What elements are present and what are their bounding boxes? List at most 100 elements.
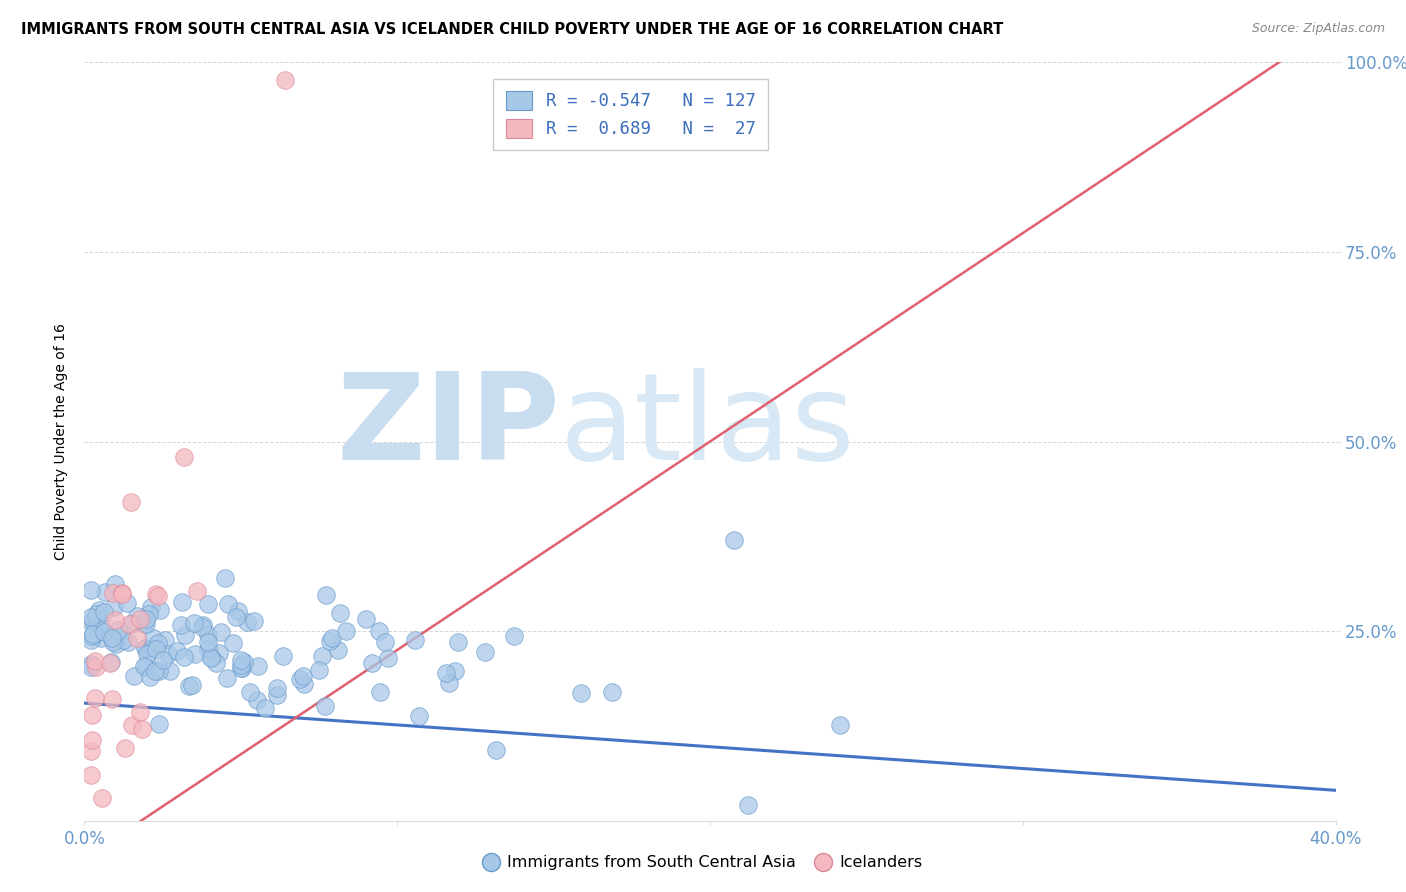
Point <box>104 577 127 591</box>
Point <box>367 624 389 639</box>
Point <box>80 633 103 648</box>
Point <box>503 629 526 643</box>
Point <box>84 660 107 674</box>
Point <box>132 617 155 632</box>
Point <box>120 495 142 509</box>
Point <box>374 635 396 649</box>
Point <box>474 645 496 659</box>
Point <box>200 650 222 665</box>
Point <box>197 642 219 657</box>
Point <box>82 627 104 641</box>
Point <box>121 718 143 732</box>
Point <box>111 632 134 647</box>
Point <box>131 722 153 736</box>
Point <box>149 603 172 617</box>
Point <box>156 647 179 661</box>
Point <box>111 587 134 601</box>
Point <box>79 657 101 671</box>
Point <box>377 650 399 665</box>
Point <box>191 620 214 634</box>
Point <box>86 607 108 622</box>
Point <box>138 607 160 622</box>
Point <box>172 595 194 609</box>
Point <box>436 665 458 680</box>
Point <box>135 641 157 656</box>
Point <box>101 586 124 600</box>
Point <box>79 582 101 597</box>
Point <box>294 677 316 691</box>
Point <box>361 656 384 670</box>
Point <box>79 768 101 782</box>
Point <box>139 670 162 684</box>
Point <box>239 685 262 699</box>
Point <box>105 637 128 651</box>
Point <box>233 655 256 669</box>
Point <box>143 664 166 678</box>
Point <box>404 633 426 648</box>
Point <box>87 603 110 617</box>
Point <box>184 647 207 661</box>
Point <box>135 659 157 673</box>
Point <box>200 649 222 664</box>
Point <box>132 658 155 673</box>
Point <box>100 655 122 669</box>
Point <box>183 616 205 631</box>
Point <box>354 612 377 626</box>
Point <box>335 624 357 638</box>
Point <box>82 707 104 722</box>
Point <box>226 604 249 618</box>
Point <box>79 743 101 757</box>
Point <box>129 705 152 719</box>
Text: atlas: atlas <box>560 368 855 485</box>
Point <box>197 635 219 649</box>
Point <box>159 664 181 678</box>
Point <box>437 676 460 690</box>
Point <box>266 681 288 695</box>
Point <box>80 629 103 643</box>
Point <box>254 701 277 715</box>
Point <box>128 612 150 626</box>
Point <box>321 632 343 646</box>
Point <box>600 685 623 699</box>
Point <box>569 686 592 700</box>
Point <box>315 588 337 602</box>
Point <box>828 718 851 732</box>
Point <box>80 610 103 624</box>
Point <box>125 631 148 645</box>
Point <box>370 685 392 699</box>
Point <box>485 743 508 757</box>
Point <box>80 659 103 673</box>
Point <box>114 741 136 756</box>
Point <box>308 663 330 677</box>
Point <box>328 643 350 657</box>
Point <box>145 587 167 601</box>
Point <box>101 635 124 649</box>
Y-axis label: Child Poverty Under the Age of 16: Child Poverty Under the Age of 16 <box>53 323 67 560</box>
Point <box>90 632 112 646</box>
Point <box>197 628 219 642</box>
Point <box>179 679 201 693</box>
Point <box>142 631 165 645</box>
Point <box>111 586 134 600</box>
Text: ZIP: ZIP <box>336 368 560 485</box>
Point <box>148 664 170 678</box>
Point <box>311 648 333 663</box>
Point <box>231 661 253 675</box>
Point <box>288 673 311 687</box>
Point <box>209 625 232 640</box>
Point <box>273 73 295 87</box>
Point <box>94 584 117 599</box>
Point <box>447 635 470 649</box>
Point <box>145 642 167 657</box>
Point <box>82 614 104 628</box>
Point <box>329 606 352 620</box>
Point <box>314 698 336 713</box>
Point <box>217 597 239 611</box>
Point <box>101 692 124 706</box>
Point <box>186 584 208 599</box>
Point <box>408 708 430 723</box>
Point <box>135 612 157 626</box>
Point <box>225 609 247 624</box>
Point <box>115 596 138 610</box>
Point <box>148 716 170 731</box>
